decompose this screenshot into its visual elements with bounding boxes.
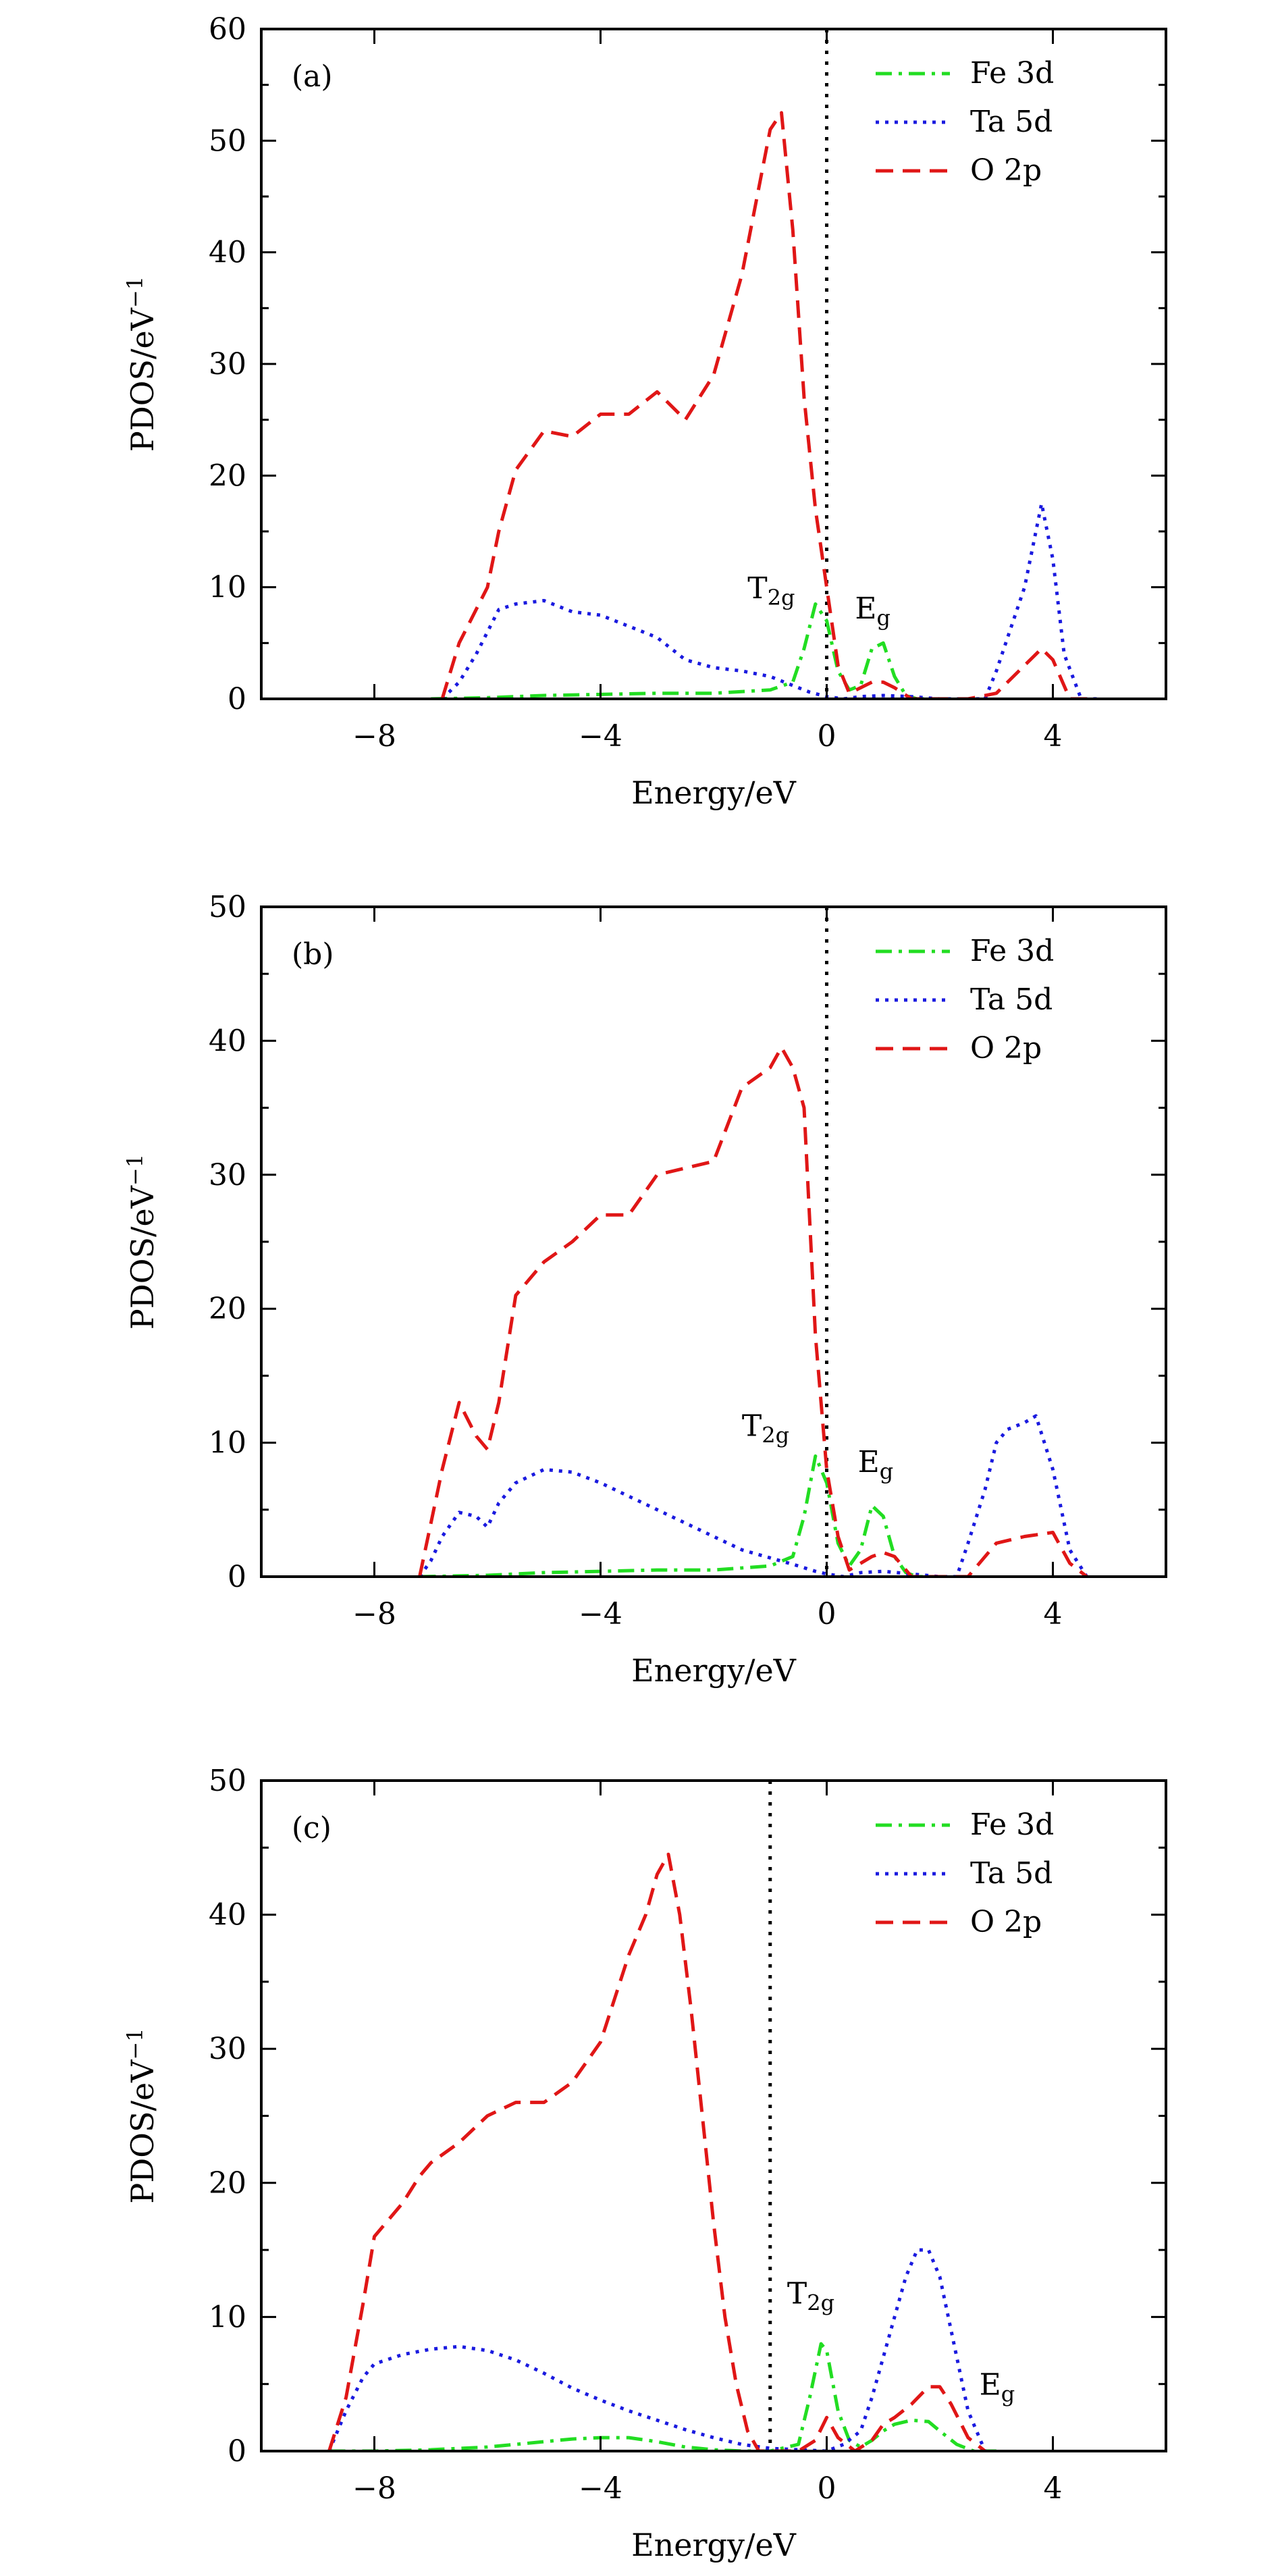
y-tick-label: 50 (209, 890, 246, 924)
annotation-base: T (747, 571, 767, 606)
annotation-subscript: g (880, 1458, 893, 1484)
annotation-t2g: T2g (787, 2277, 834, 2316)
y-axis-label: PDOS/eV−1 (122, 276, 161, 452)
legend-label-ta-5d: Ta 5d (970, 982, 1053, 1017)
y-axis-label-base: PDOS/eV (124, 1185, 161, 1330)
y-tick-label: 20 (209, 2166, 246, 2201)
y-tick-label: 20 (209, 458, 246, 493)
legend-label-o-2p: O 2p (970, 153, 1042, 188)
y-tick-label: 0 (228, 2434, 246, 2469)
series-line-fe-3d (419, 1454, 940, 1577)
y-tick-label: 40 (209, 236, 246, 270)
legend-label-ta-5d: Ta 5d (970, 105, 1053, 139)
y-tick-label: 0 (228, 1560, 246, 1594)
x-tick-label: −8 (352, 1597, 396, 1631)
legend-label-ta-5d: Ta 5d (970, 1856, 1053, 1891)
legend-label-o-2p: O 2p (970, 1031, 1042, 1066)
annotation-t2g: T2g (742, 1409, 789, 1448)
y-tick-label: 10 (209, 571, 246, 605)
series-line-fe-3d (329, 2342, 996, 2451)
legend-label-fe-3d: Fe 3d (970, 56, 1054, 90)
annotation-eg: Eg (858, 1445, 894, 1484)
annotation-base: E (855, 592, 876, 626)
y-tick-label: 40 (209, 1898, 246, 1933)
annotation-eg: Eg (855, 592, 890, 631)
annotation-base: E (858, 1445, 880, 1479)
y-tick-label: 30 (209, 347, 246, 382)
y-tick-label: 50 (209, 124, 246, 158)
annotation-base: T (742, 1409, 762, 1444)
x-tick-label: 0 (818, 2471, 836, 2506)
y-tick-label: 0 (228, 682, 246, 716)
y-axis-label: PDOS/eV−1 (122, 2028, 161, 2203)
legend-label-fe-3d: Fe 3d (970, 1808, 1054, 1842)
x-tick-label: −4 (579, 1597, 622, 1631)
y-axis-label-base: PDOS/eV (124, 2059, 161, 2204)
y-tick-label: 30 (209, 2032, 246, 2066)
x-tick-label: −4 (579, 2471, 622, 2506)
annotation-subscript: 2g (762, 1423, 789, 1448)
series-line-ta-5d (327, 2248, 987, 2451)
y-axis-label-superscript: −1 (122, 2028, 148, 2059)
x-tick-label: −4 (579, 719, 622, 754)
y-tick-label: 10 (209, 1426, 246, 1461)
x-tick-label: 4 (1044, 2471, 1063, 2506)
y-tick-label: 30 (209, 1158, 246, 1192)
series-line-fe-3d (431, 602, 940, 699)
panel-label: (a) (292, 59, 333, 94)
x-tick-label: 4 (1044, 1597, 1063, 1631)
x-tick-label: 0 (818, 1597, 836, 1631)
x-tick-label: −8 (352, 2471, 396, 2506)
x-axis-label: Energy/eV (631, 2527, 797, 2563)
panel-label: (c) (292, 1811, 331, 1845)
x-axis-label: Energy/eV (631, 774, 797, 811)
annotation-t2g: T2g (747, 571, 795, 610)
annotation-base: E (980, 2368, 1001, 2402)
y-tick-label: 50 (209, 1764, 246, 1798)
x-axis-label: Energy/eV (631, 1652, 797, 1689)
y-axis-label: PDOS/eV−1 (122, 1154, 161, 1330)
annotation-subscript: g (1001, 2382, 1015, 2407)
annotation-subscript: 2g (807, 2290, 834, 2316)
series-line-o-2p (418, 1045, 1088, 1577)
y-tick-label: 60 (209, 12, 246, 47)
x-tick-label: 0 (818, 719, 836, 754)
y-axis-label-superscript: −1 (122, 276, 148, 308)
chart-panel-a: −8 −4 0 40102030405060Energy/eVPDOS/eV−1(a)… (122, 12, 1167, 811)
y-tick-label: 10 (209, 2300, 246, 2334)
y-tick-label: 20 (209, 1292, 246, 1326)
annotation-subscript: g (877, 605, 890, 631)
y-axis-label-base: PDOS/eV (124, 307, 161, 452)
y-tick-label: 40 (209, 1024, 246, 1058)
x-tick-label: −8 (352, 719, 396, 754)
y-axis-label-superscript: −1 (122, 1154, 148, 1186)
annotation-subscript: 2g (768, 585, 795, 610)
legend-label-o-2p: O 2p (970, 1905, 1042, 1939)
panel-label: (b) (292, 937, 334, 972)
series-line-o-2p (440, 111, 1087, 699)
annotation-eg: Eg (980, 2368, 1015, 2407)
series-line-ta-5d (441, 502, 1098, 699)
series-line-o-2p (327, 1852, 986, 2451)
x-tick-label: 4 (1044, 719, 1063, 754)
annotation-base: T (787, 2277, 807, 2311)
legend-label-fe-3d: Fe 3d (970, 934, 1054, 968)
